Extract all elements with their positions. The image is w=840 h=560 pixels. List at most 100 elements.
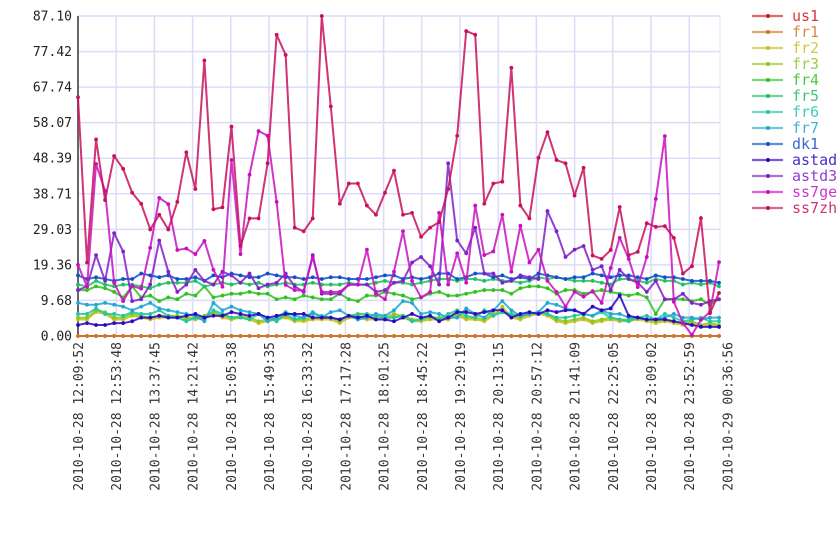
series-astad <box>76 293 721 329</box>
data-point-astd3 <box>130 299 135 303</box>
data-point-fr4 <box>581 291 586 296</box>
data-point-ss7zh <box>473 32 478 37</box>
data-point-fr1 <box>112 334 117 338</box>
data-point-ss7ge <box>518 223 523 228</box>
data-point-astad <box>175 315 180 320</box>
data-point-fr4 <box>283 295 288 300</box>
data-point-ss7zh <box>319 14 324 18</box>
x-tick-label: 2010-10-28 12:09:52 <box>72 342 87 491</box>
data-point-astd3 <box>717 297 721 302</box>
data-point-fr3 <box>599 317 604 322</box>
data-point-fr4 <box>527 284 532 289</box>
data-point-astd3 <box>392 280 396 285</box>
data-point-fr7 <box>437 312 442 316</box>
data-point-astd3 <box>554 229 559 234</box>
legend-marker <box>766 30 770 34</box>
data-point-fr1 <box>482 334 487 338</box>
legend-marker <box>766 14 770 18</box>
legend-label: us1 <box>792 7 819 25</box>
data-point-ss7ge <box>699 317 703 322</box>
data-point-dk1 <box>590 271 595 276</box>
data-point-fr1 <box>148 334 153 338</box>
data-point-astd3 <box>680 291 685 296</box>
data-point-astd3 <box>590 267 595 272</box>
data-point-fr6 <box>545 312 550 316</box>
data-point-fr1 <box>374 334 378 338</box>
data-point-fr3 <box>590 319 595 324</box>
data-point-ss7ge <box>644 255 649 259</box>
data-point-ss7ge <box>590 289 595 294</box>
data-point-astad <box>419 315 423 320</box>
data-point-fr1 <box>166 334 171 338</box>
data-point-fr6 <box>238 315 243 320</box>
data-point-fr7 <box>220 308 225 313</box>
data-point-dk1 <box>419 277 423 281</box>
data-point-fr4 <box>392 291 396 296</box>
data-point-ss7zh <box>428 225 432 230</box>
data-point-ss7ge <box>85 284 89 289</box>
data-point-fr1 <box>545 334 550 338</box>
data-point-fr4 <box>699 297 703 302</box>
data-point-astad <box>157 313 162 318</box>
data-point-ss7ge <box>527 260 532 265</box>
x-tick-label: 2010-10-28 18:01:25 <box>378 342 393 491</box>
data-point-fr1 <box>319 334 324 338</box>
data-point-ss7ge <box>202 238 207 243</box>
data-point-ss7zh <box>346 181 351 186</box>
data-point-fr4 <box>157 299 162 303</box>
legend-label: fr4 <box>792 71 819 89</box>
data-point-ss7zh <box>446 187 451 191</box>
data-point-fr1 <box>518 334 523 338</box>
data-point-dk1 <box>644 277 649 281</box>
data-point-ss7zh <box>482 201 487 206</box>
data-point-astad <box>103 323 107 327</box>
data-point-fr5 <box>94 278 98 283</box>
data-point-fr6 <box>85 312 89 316</box>
data-point-fr4 <box>635 291 640 296</box>
data-point-fr1 <box>130 334 135 338</box>
data-point-astad <box>690 323 694 327</box>
data-point-ss7ge <box>238 252 243 256</box>
legend-label: fr5 <box>792 87 819 105</box>
data-point-dk1 <box>455 277 460 281</box>
x-tick-label: 2010-10-28 23:52:59 <box>683 342 698 491</box>
data-point-ss7ge <box>247 172 252 177</box>
data-point-fr1 <box>500 334 505 338</box>
data-point-astad <box>238 312 243 316</box>
data-point-fr7 <box>265 319 270 324</box>
data-point-fr4 <box>85 288 89 292</box>
data-point-ss7zh <box>563 161 568 166</box>
data-point-fr1 <box>437 334 442 338</box>
data-point-fr4 <box>292 297 297 302</box>
data-point-dk1 <box>708 278 712 283</box>
data-point-astd3 <box>94 253 98 258</box>
data-point-fr1 <box>346 334 351 338</box>
data-point-astd3 <box>410 260 414 265</box>
data-point-astd3 <box>193 267 198 272</box>
data-point-fr1 <box>717 334 721 338</box>
data-point-ss7ge <box>473 203 478 208</box>
data-point-astad <box>545 308 550 313</box>
data-point-fr1 <box>581 334 586 338</box>
data-point-fr4 <box>680 297 685 302</box>
data-point-ss7zh <box>76 95 80 100</box>
data-point-fr1 <box>265 334 270 338</box>
data-point-fr6 <box>626 319 631 324</box>
legend-marker <box>766 142 770 146</box>
data-point-fr7 <box>175 310 180 315</box>
data-point-fr4 <box>509 291 514 296</box>
data-point-astd3 <box>265 282 270 287</box>
data-point-ss7zh <box>392 168 396 173</box>
data-point-fr5 <box>247 282 252 287</box>
data-point-astad <box>355 315 360 320</box>
legend-item-us1: us1 <box>752 7 819 25</box>
x-tick-label: 2010-10-28 17:17:28 <box>339 342 354 491</box>
data-point-astd3 <box>482 271 487 276</box>
data-point-fr1 <box>708 334 712 338</box>
data-point-astd3 <box>365 282 369 287</box>
legend-item-ss7ge: ss7ge <box>752 183 837 201</box>
legend-item-astad: astad <box>752 151 837 169</box>
data-point-fr1 <box>139 334 144 338</box>
data-point-astad <box>608 306 613 311</box>
data-point-ss7zh <box>581 165 586 170</box>
